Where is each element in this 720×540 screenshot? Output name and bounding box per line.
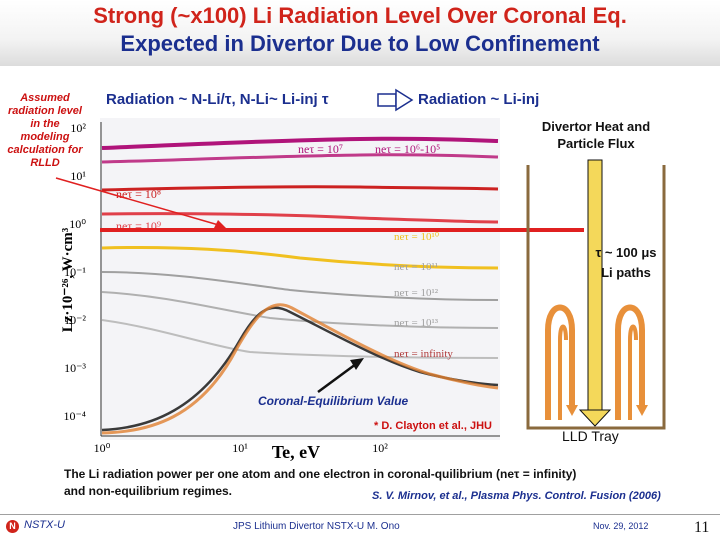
plot-area bbox=[100, 118, 500, 440]
li-path-arrowhead bbox=[636, 405, 648, 416]
formula-arrowhead bbox=[395, 88, 414, 112]
curve-1e12 bbox=[101, 291, 499, 329]
x-tick-label: 10⁰ bbox=[94, 441, 111, 455]
coronal-arrowhead bbox=[350, 358, 364, 370]
curve-label: neτ = 10¹² bbox=[394, 287, 439, 299]
curve-label: neτ = 10¹⁰ bbox=[394, 231, 440, 243]
coronal-equilibrium-label: Coronal-Equilibrium Value bbox=[258, 394, 409, 408]
title-bar bbox=[0, 0, 720, 66]
y-tick-label: 10¹ bbox=[70, 169, 86, 183]
li-path-right-outer bbox=[615, 304, 645, 420]
radiation-formula-left: Radiation ~ N-Li/τ, N-Li~ Li-inj τ bbox=[106, 91, 329, 108]
curve-label: neτ = 10¹¹ bbox=[394, 261, 438, 273]
clayton-reference: * D. Clayton et al., JHU bbox=[374, 420, 492, 432]
side-note-arrow bbox=[55, 177, 223, 227]
y-tick-label: 10⁻¹ bbox=[64, 265, 86, 279]
divertor-flux-label: Divertor Heat and Particle Flux bbox=[541, 119, 651, 151]
coronal-arrow bbox=[317, 362, 357, 394]
curve-label: neτ = 10⁸ bbox=[116, 187, 161, 201]
curve-1e9 bbox=[101, 212, 499, 224]
x-tick-label: 10¹ bbox=[232, 441, 248, 455]
li-path-left-inner bbox=[558, 324, 568, 420]
footer-date: Nov. 29, 2012 bbox=[593, 521, 649, 531]
li-path-left-outer bbox=[545, 304, 575, 420]
footer-talk-title: JPS Lithium Divertor NSTX-U M. Ono bbox=[233, 521, 400, 532]
curve-1e10 bbox=[101, 246, 499, 270]
y-tick-labels: 10² 10¹ 10⁰ 10⁻¹ 10⁻² 10⁻³ 10⁻⁴ bbox=[63, 121, 86, 423]
curve-infinity bbox=[101, 303, 499, 435]
slide-title-line2: Expected in Divertor Due to Low Confinem… bbox=[120, 31, 600, 56]
curve-label: neτ = 10¹³ bbox=[394, 317, 439, 329]
y-tick-label: 10⁻³ bbox=[64, 361, 86, 375]
footer-org: NSTX-U bbox=[24, 519, 65, 531]
lld-tray-label: LLD Tray bbox=[562, 428, 619, 444]
nstx-logo-icon: N bbox=[6, 520, 19, 533]
formula-arrow-body bbox=[377, 93, 397, 107]
x-axis-label: Te, eV bbox=[272, 442, 320, 462]
y-tick-label: 10⁰ bbox=[69, 217, 86, 231]
curve-1e8 bbox=[101, 185, 499, 192]
curve-1e11 bbox=[101, 271, 499, 301]
x-tick-label: 10² bbox=[372, 441, 388, 455]
curve-1e13 bbox=[101, 319, 499, 359]
curve-1e7 bbox=[101, 136, 499, 150]
radiation-formula-right: Radiation ~ Li-inj bbox=[418, 91, 540, 108]
page-number: 11 bbox=[694, 519, 710, 536]
y-tick-label: 10² bbox=[70, 121, 86, 135]
heat-flux-arrowhead bbox=[578, 409, 612, 427]
curve-label: neτ = 10⁷ bbox=[298, 142, 343, 156]
curve-1e6-1e5 bbox=[101, 153, 499, 164]
li-path-arrowhead bbox=[566, 405, 578, 416]
citation: S. V. Mirnov, et al., Plasma Phys. Contr… bbox=[372, 490, 661, 502]
side-note-radiation-level: Assumed radiation level in the modeling … bbox=[7, 92, 83, 169]
figure-caption-line2: and non-equilibrium regimes. bbox=[64, 484, 233, 498]
footer-divider bbox=[0, 514, 720, 515]
curve-label: neτ = infinity bbox=[394, 348, 453, 360]
side-note-arrowhead bbox=[214, 220, 226, 228]
y-axis-label: Lz·10⁻²⁶, W·cm³ bbox=[60, 227, 76, 332]
heat-flux-arrow-body bbox=[587, 159, 603, 411]
figure-caption-line1: The Li radiation power per one atom and … bbox=[64, 467, 577, 481]
curve-label: neτ = 10⁶-10⁵ bbox=[375, 142, 440, 156]
y-tick-label: 10⁻⁴ bbox=[63, 409, 86, 423]
li-paths-label: Li paths bbox=[601, 265, 651, 280]
tau-label: τ ~ 100 μs Li paths bbox=[584, 243, 668, 283]
slide-title-line1: Strong (~x100) Li Radiation Level Over C… bbox=[93, 3, 627, 28]
li-path-right-inner bbox=[628, 324, 638, 420]
y-tick-label: 10⁻² bbox=[64, 313, 86, 327]
tau-value: τ ~ 100 μs bbox=[595, 245, 657, 260]
